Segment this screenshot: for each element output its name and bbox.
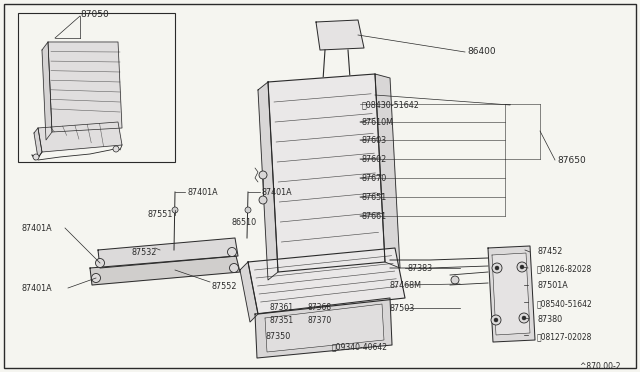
Text: 87383: 87383 [407,264,432,273]
Circle shape [519,313,529,323]
Polygon shape [258,82,278,280]
Circle shape [517,262,527,272]
Text: 87551: 87551 [148,210,173,219]
Circle shape [492,263,502,273]
Text: 87661: 87661 [362,212,387,221]
Text: 87350: 87350 [266,332,291,341]
Polygon shape [492,253,530,335]
Text: 87552: 87552 [212,282,237,291]
Text: 87050: 87050 [80,10,109,19]
Text: 87380: 87380 [537,315,562,324]
Polygon shape [375,74,400,268]
Polygon shape [316,20,364,50]
Circle shape [33,154,39,160]
Text: ⒲08127-02028: ⒲08127-02028 [537,332,593,341]
Text: 87651: 87651 [362,193,387,202]
Text: 86400: 86400 [467,47,495,56]
Circle shape [259,171,267,179]
Text: 87532: 87532 [132,248,157,257]
Circle shape [494,318,498,322]
Text: 87361: 87361 [270,303,294,312]
Text: 87610M: 87610M [362,118,394,127]
Text: ^870 00-2: ^870 00-2 [579,362,620,371]
Text: 87602: 87602 [362,155,387,164]
Text: 87452: 87452 [537,247,563,256]
Polygon shape [268,74,385,272]
Bar [18,13,175,162]
Circle shape [491,315,501,325]
Circle shape [259,196,267,204]
Text: 86510: 86510 [232,218,257,227]
Circle shape [230,263,239,273]
Polygon shape [255,298,392,358]
Text: 87401A: 87401A [262,188,292,197]
Polygon shape [34,128,42,158]
Text: Ⓝ08430-51642: Ⓝ08430-51642 [362,100,420,109]
Polygon shape [38,122,122,152]
Text: 87503: 87503 [390,304,415,313]
Polygon shape [248,248,405,314]
Text: 87401A: 87401A [22,224,52,233]
Polygon shape [98,238,238,268]
Circle shape [451,276,459,284]
Text: Ⓝ08540-51642: Ⓝ08540-51642 [537,299,593,308]
Text: 87501A: 87501A [537,281,568,290]
Polygon shape [265,304,384,352]
Circle shape [495,266,499,270]
Circle shape [92,273,100,282]
Text: 87370: 87370 [308,316,332,325]
Text: 87351: 87351 [270,316,294,325]
Polygon shape [48,42,122,132]
Text: 87401A: 87401A [187,188,218,197]
Text: 87650: 87650 [557,156,586,165]
Circle shape [172,207,178,213]
Circle shape [113,146,119,152]
Circle shape [245,207,251,213]
Circle shape [227,247,237,257]
Circle shape [95,259,104,267]
Text: 87670: 87670 [362,174,387,183]
Text: Ⓝ09340-40642: Ⓝ09340-40642 [332,342,388,351]
Text: 87401A: 87401A [22,284,52,293]
Polygon shape [240,262,258,322]
Text: 87368: 87368 [308,303,332,312]
Circle shape [522,316,526,320]
Text: ⒲08126-82028: ⒲08126-82028 [537,264,592,273]
Text: 87468M: 87468M [390,281,422,290]
Circle shape [520,265,524,269]
Polygon shape [90,256,240,285]
Polygon shape [42,42,52,140]
Text: 87603: 87603 [362,136,387,145]
Polygon shape [488,246,535,342]
